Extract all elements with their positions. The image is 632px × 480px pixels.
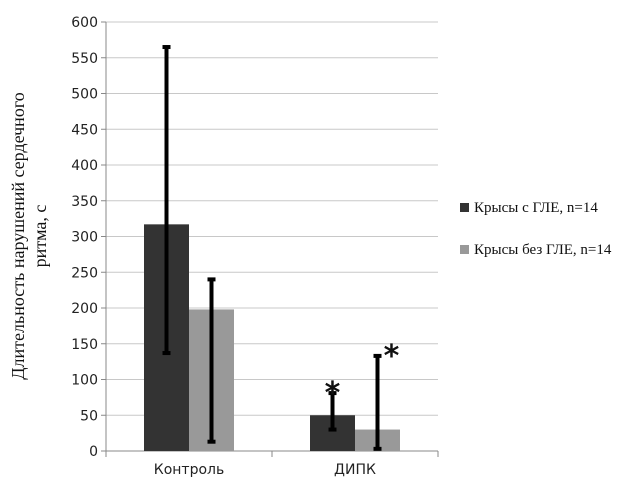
y-tick-label: 250	[71, 265, 98, 281]
legend-swatch	[460, 245, 469, 254]
y-tick-label: 600	[71, 15, 98, 31]
legend-label: Крысы с ГЛЕ, n=14	[474, 200, 598, 216]
significance-asterisk: *	[325, 376, 341, 411]
bars	[144, 224, 400, 451]
x-tick-label: ДИПК	[334, 462, 376, 478]
y-tick-label: 550	[71, 51, 98, 67]
significance-asterisk: *	[384, 339, 400, 374]
y-axis-label: Длительность нарушений сердечного ритма, …	[8, 92, 50, 380]
y-tick-label: 150	[71, 337, 98, 353]
y-tick-label: 50	[80, 408, 98, 424]
y-tick-label: 0	[89, 444, 98, 460]
y-axis-title-line: Длительность нарушений сердечного	[8, 92, 28, 380]
tick-labels: 0 50 100 150 200 250 300 350 400 450 500 550 600 Конт…	[71, 15, 376, 478]
y-tick-label: 450	[71, 122, 98, 138]
legend-swatch	[460, 203, 469, 212]
y-tick-label: 350	[71, 194, 98, 210]
y-tick-label: 200	[71, 301, 98, 317]
y-tick-label: 500	[71, 87, 98, 103]
error-bars	[162, 45, 382, 451]
y-axis-title-line: ритма, с	[30, 205, 50, 268]
legend-label: Крысы без ГЛЕ, n=14	[474, 242, 612, 258]
x-tick-label: Контроль	[154, 462, 224, 478]
y-tick-label: 300	[71, 230, 98, 246]
y-tick-label: 400	[71, 158, 98, 174]
y-axis-title: Длительность нарушений сердечного ритма, …	[8, 92, 50, 380]
y-tick-label: 100	[71, 373, 98, 389]
annotations: **	[325, 339, 400, 411]
legend: Крысы с ГЛЕ, n=14 Крысы без ГЛЕ, n=14	[460, 200, 612, 258]
